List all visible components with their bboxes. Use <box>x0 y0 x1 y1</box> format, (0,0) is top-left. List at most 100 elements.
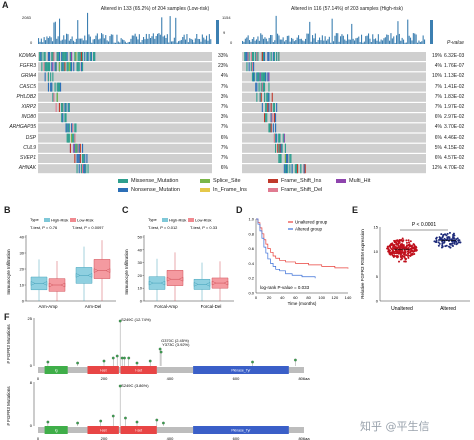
onco-tile <box>46 62 48 72</box>
onco-tile <box>284 164 286 174</box>
tmb-bar <box>340 36 342 44</box>
onco-tile <box>62 52 64 61</box>
onco-tile <box>78 52 80 61</box>
lollipop-head <box>148 359 152 363</box>
tmb-bar <box>295 40 297 44</box>
onco-tile <box>267 103 269 112</box>
legend-item: Frame_Shift_Del <box>268 187 322 193</box>
onco-tile <box>67 123 69 133</box>
tmb-bar <box>148 34 150 44</box>
data-point <box>405 247 408 250</box>
onco-tile <box>256 72 258 82</box>
left-pct: 7% <box>220 104 228 110</box>
onco-row-bg <box>38 164 212 174</box>
onco-row-bg <box>242 62 426 72</box>
tmb-bar <box>256 39 258 44</box>
tmb-bar <box>74 42 76 44</box>
mutation-annotation: S249C (12.74%) <box>121 317 151 322</box>
tmb-bar <box>183 34 185 44</box>
tmb-bar <box>398 33 400 44</box>
tmb-bar <box>162 36 164 44</box>
onco-tile <box>267 92 269 102</box>
onco-tile <box>275 113 277 123</box>
data-point <box>437 241 440 244</box>
tmb-bar <box>347 34 349 44</box>
legend-altered: Altered group <box>295 227 323 232</box>
onco-tile <box>290 154 292 163</box>
onco-tile <box>77 154 79 163</box>
tmb-bar <box>327 39 329 44</box>
onco-tile <box>79 154 81 163</box>
onco-tile <box>295 164 297 174</box>
onco-tile <box>260 72 262 82</box>
onco-tile <box>246 52 248 61</box>
tmb-bar <box>63 35 65 44</box>
x-tick: 806aa <box>298 436 310 440</box>
data-point <box>395 252 398 255</box>
onco-tile <box>75 143 77 153</box>
legend-low: Low-Risk <box>77 218 93 223</box>
panel-d-label: D <box>236 205 243 215</box>
onco-tile <box>41 52 43 61</box>
t-test-1: T-test, P = 0.76 <box>30 225 58 230</box>
onco-tile <box>264 52 266 61</box>
right-pct: 7% <box>434 104 442 110</box>
onco-tile <box>39 52 41 61</box>
onco-tile <box>257 72 259 82</box>
onco-tile <box>273 103 275 112</box>
onco-tile <box>65 113 67 123</box>
tmb-bar <box>46 36 48 44</box>
onco-tile <box>71 133 73 143</box>
legend-title: Type <box>148 217 157 222</box>
tmb-bar <box>363 41 365 44</box>
left-pct: 7% <box>220 155 228 161</box>
oncoprint-svg <box>38 12 433 174</box>
tmb-bar <box>53 22 55 44</box>
onco-tile <box>83 154 85 163</box>
onco-tile <box>270 113 272 123</box>
tmb-bar <box>141 39 143 44</box>
onco-tile <box>57 82 59 92</box>
data-point <box>413 250 416 253</box>
onco-row-bg <box>38 72 212 82</box>
tmb-bar <box>199 39 201 44</box>
panel-f-label: F <box>4 312 10 322</box>
data-point <box>390 251 393 254</box>
tmb-bar <box>324 36 326 44</box>
panel-e-svg: 0 5 10 15 Relative FGFR3 RSEM expression P < … <box>360 222 470 312</box>
gene-label: XIRP2 <box>21 104 36 110</box>
tmb-bar <box>373 39 375 44</box>
left-ymax: 2083 <box>22 15 31 20</box>
onco-tile <box>65 103 67 112</box>
onco-tile <box>73 143 75 153</box>
tmb-bar <box>244 38 246 44</box>
onco-tile <box>277 143 279 153</box>
tmb-bar <box>151 36 153 44</box>
tmb-bar <box>84 35 86 44</box>
gene-label: KDM6A <box>18 53 36 59</box>
onco-tile <box>80 52 82 61</box>
x-tick: 400 <box>167 436 174 440</box>
tmb-bar <box>251 39 253 44</box>
onco-tile <box>250 62 252 72</box>
tmb-bar <box>383 38 385 44</box>
onco-tile <box>259 92 261 102</box>
unaltered-curve <box>256 218 349 269</box>
y-tick: 10 <box>138 286 143 291</box>
tmb-bar <box>155 35 157 44</box>
lollipop-head <box>159 350 163 354</box>
data-point <box>434 240 437 243</box>
panel-a-label: A <box>2 0 9 10</box>
onco-row-bg <box>242 72 426 82</box>
tmb-bar <box>108 41 110 44</box>
tmb-bar <box>117 41 119 44</box>
tmb-bar <box>379 41 381 44</box>
tmb-bar <box>411 40 413 44</box>
x-category: Forcal-Amp <box>154 304 178 309</box>
domain-label: I-set <box>135 369 142 373</box>
tmb-bar <box>302 40 304 44</box>
tmb-bar <box>73 40 75 44</box>
onco-tile <box>84 154 86 163</box>
tmb-bar <box>257 36 259 44</box>
tmb-bar <box>123 40 125 44</box>
